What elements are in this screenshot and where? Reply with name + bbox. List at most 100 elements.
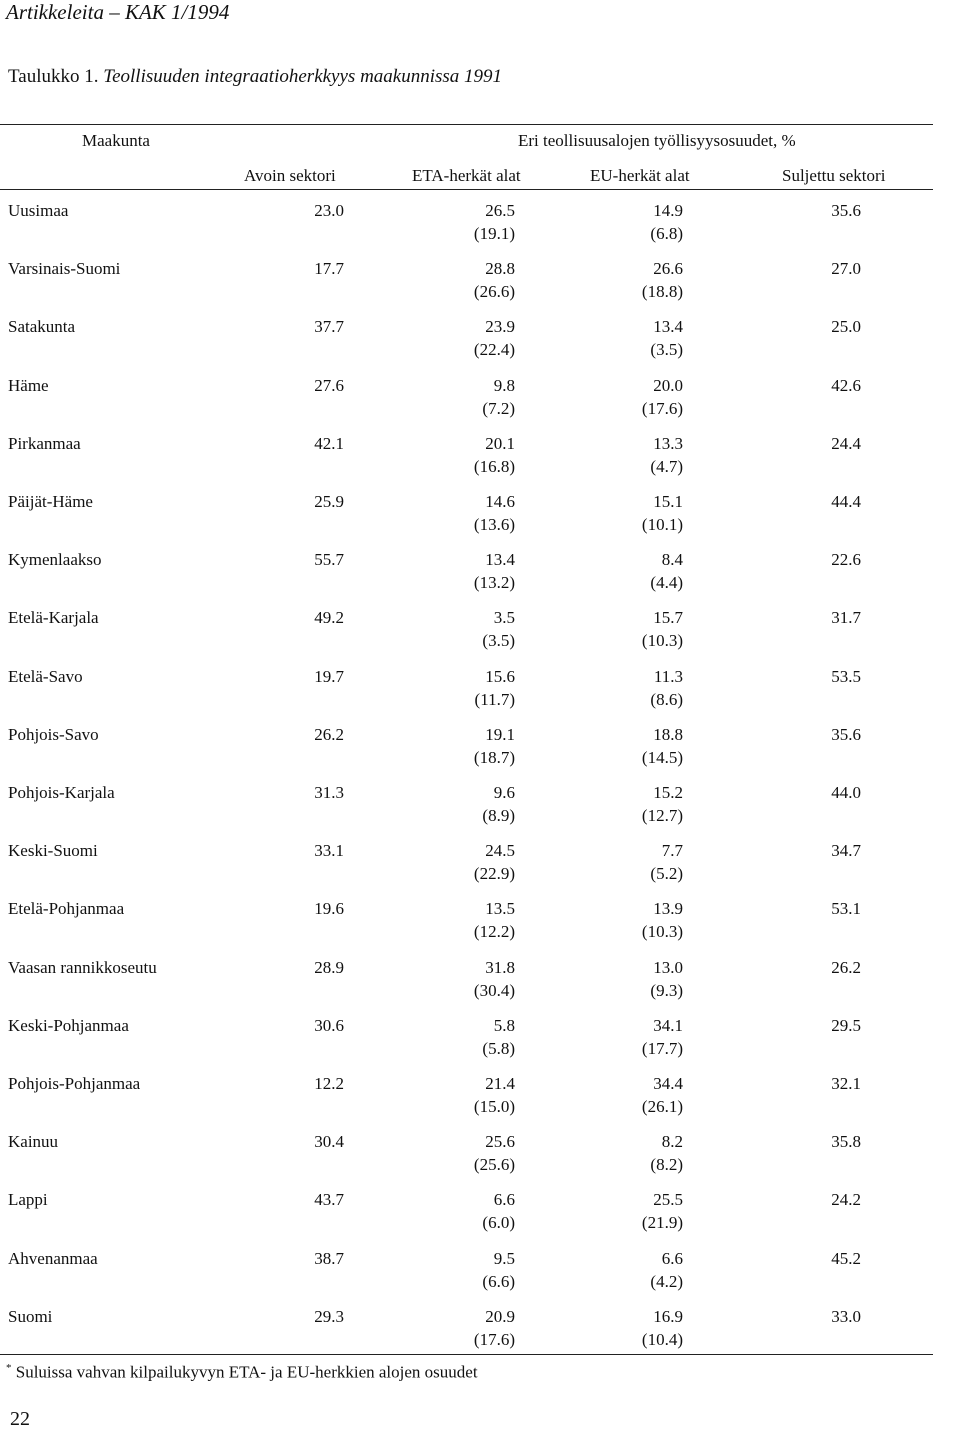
cell-eta-sub: (6.0) bbox=[482, 1213, 515, 1233]
row-region-label: Pohjois-Karjala bbox=[8, 783, 115, 802]
cell-eta-sub: (13.6) bbox=[473, 515, 515, 534]
row-region-label: Keski-Suomi bbox=[8, 841, 98, 861]
row-region-label: Päijät-Häme bbox=[8, 492, 93, 511]
cell-avoin: 55.7 bbox=[314, 550, 344, 570]
cell-suljettu: 45.2 bbox=[831, 1248, 861, 1268]
caption-label: Taulukko 1. bbox=[8, 66, 99, 87]
cell-avoin: 27.6 bbox=[314, 375, 344, 395]
cell-eta: 5.8 bbox=[493, 1015, 515, 1035]
cell-eta: 13.5 bbox=[485, 899, 515, 919]
col-group-header: Eri teollisuusalojen työllisyysosuudet, … bbox=[518, 131, 796, 150]
row-region-label: Kymenlaakso bbox=[8, 550, 102, 570]
cell-eta: 3.5 bbox=[493, 608, 515, 628]
cell-eu: 8.4 bbox=[661, 550, 683, 570]
cell-suljettu: 33.0 bbox=[831, 1306, 861, 1326]
footnote-mark: * bbox=[6, 1362, 12, 1374]
row-region-label: Etelä-Savo bbox=[8, 666, 83, 686]
cell-eta: 28.8 bbox=[485, 259, 515, 279]
cell-eu: 15.7 bbox=[653, 608, 683, 628]
cell-eta: 9.8 bbox=[493, 375, 515, 395]
col-header-eu: EU-herkät alat bbox=[590, 166, 690, 185]
cell-eta: 23.9 bbox=[485, 317, 515, 337]
cell-eu: 25.5 bbox=[653, 1190, 683, 1210]
cell-suljettu: 32.1 bbox=[831, 1074, 861, 1093]
cell-avoin: 37.7 bbox=[314, 317, 344, 337]
cell-eu-sub: (4.7) bbox=[650, 456, 683, 476]
cell-eta: 13.4 bbox=[485, 550, 515, 570]
cell-avoin: 17.7 bbox=[314, 259, 344, 279]
cell-eta: 31.8 bbox=[485, 957, 515, 977]
row-region-label: Pohjois-Pohjanmaa bbox=[8, 1074, 141, 1093]
cell-eu-sub: (14.5) bbox=[641, 747, 683, 767]
cell-avoin: 19.7 bbox=[314, 666, 344, 686]
row-region-label: Etelä-Pohjanmaa bbox=[8, 899, 125, 919]
cell-eta: 20.1 bbox=[485, 433, 515, 453]
cell-eta-sub: (22.4) bbox=[473, 340, 515, 360]
row-region-label: Uusimaa bbox=[8, 201, 69, 220]
col-header-region: Maakunta bbox=[82, 131, 150, 150]
table-top-rule bbox=[0, 124, 933, 125]
caption-title: Teollisuuden integraatioherkkyys maakunn… bbox=[103, 66, 503, 87]
cell-eu-sub: (4.4) bbox=[650, 573, 683, 593]
cell-eu-sub: (21.9) bbox=[641, 1213, 683, 1233]
row-region-label: Vaasan rannikkoseutu bbox=[8, 957, 157, 977]
cell-suljettu: 35.6 bbox=[831, 201, 861, 220]
col-header-eta: ETA-herkät alat bbox=[412, 166, 521, 185]
row-region-label: Lappi bbox=[8, 1190, 48, 1210]
row-region-label: Kainuu bbox=[8, 1132, 59, 1152]
cell-eta-sub: (12.2) bbox=[473, 922, 515, 942]
cell-eu: 18.8 bbox=[653, 724, 683, 744]
page-number: 22 bbox=[10, 1408, 30, 1430]
col-header-avoin: Avoin sektori bbox=[244, 166, 336, 185]
cell-eu: 26.6 bbox=[653, 259, 683, 279]
cell-eta: 15.6 bbox=[485, 666, 515, 686]
cell-suljettu: 24.2 bbox=[831, 1190, 861, 1210]
cell-eu-sub: (12.7) bbox=[641, 806, 683, 825]
cell-eu-sub: (10.4) bbox=[641, 1329, 683, 1349]
row-region-label: Ahvenanmaa bbox=[8, 1248, 98, 1268]
cell-eta-sub: (5.8) bbox=[482, 1038, 515, 1058]
row-region-label: Suomi bbox=[8, 1306, 53, 1326]
cell-avoin: 33.1 bbox=[314, 841, 344, 861]
cell-avoin: 12.2 bbox=[314, 1074, 344, 1093]
cell-eta-sub: (11.7) bbox=[474, 689, 515, 709]
cell-suljettu: 26.2 bbox=[831, 957, 861, 977]
cell-eu-sub: (5.2) bbox=[650, 864, 683, 884]
cell-eta: 25.6 bbox=[485, 1132, 515, 1152]
footnote: * Suluissa vahvan kilpailukyvyn ETA- ja … bbox=[6, 1362, 478, 1383]
cell-eta-sub: (8.9) bbox=[482, 806, 515, 825]
cell-eta: 9.5 bbox=[493, 1248, 515, 1268]
row-region-label: Keski-Pohjanmaa bbox=[8, 1015, 129, 1035]
cell-avoin: 30.4 bbox=[314, 1132, 344, 1152]
cell-eta: 14.6 bbox=[485, 492, 515, 511]
cell-eta: 19.1 bbox=[485, 724, 515, 744]
cell-eu: 15.2 bbox=[653, 783, 683, 802]
cell-eta-sub: (3.5) bbox=[482, 631, 515, 651]
cell-eu: 16.9 bbox=[653, 1306, 683, 1326]
cell-eta: 24.5 bbox=[485, 841, 515, 861]
cell-eu: 8.2 bbox=[661, 1132, 683, 1152]
row-region-label: Häme bbox=[8, 375, 49, 395]
cell-eta-sub: (26.6) bbox=[473, 282, 515, 302]
cell-suljettu: 53.5 bbox=[831, 666, 861, 686]
cell-eu-sub: (17.6) bbox=[641, 398, 683, 418]
cell-suljettu: 29.5 bbox=[831, 1015, 861, 1035]
cell-eu: 13.9 bbox=[653, 899, 683, 919]
cell-eu-sub: (8.6) bbox=[650, 689, 683, 709]
running-header: Artikkeleita – KAK 1/1994 bbox=[6, 0, 230, 24]
cell-eu: 13.3 bbox=[653, 433, 683, 453]
cell-suljettu: 44.0 bbox=[831, 783, 861, 802]
cell-eu: 7.7 bbox=[661, 841, 683, 861]
cell-eu-sub: (26.1) bbox=[641, 1097, 683, 1116]
cell-suljettu: 42.6 bbox=[831, 375, 861, 395]
cell-avoin: 23.0 bbox=[314, 201, 344, 220]
cell-eu: 20.0 bbox=[653, 375, 683, 395]
cell-eta-sub: (6.6) bbox=[482, 1271, 515, 1291]
cell-avoin: 26.2 bbox=[314, 724, 344, 744]
cell-avoin: 30.6 bbox=[314, 1015, 344, 1035]
cell-eta-sub: (30.4) bbox=[473, 980, 515, 1000]
cell-eta: 26.5 bbox=[485, 201, 515, 220]
table-header-rule bbox=[0, 189, 933, 190]
row-region-label: Satakunta bbox=[8, 317, 76, 337]
cell-eta-sub: (16.8) bbox=[473, 456, 515, 476]
